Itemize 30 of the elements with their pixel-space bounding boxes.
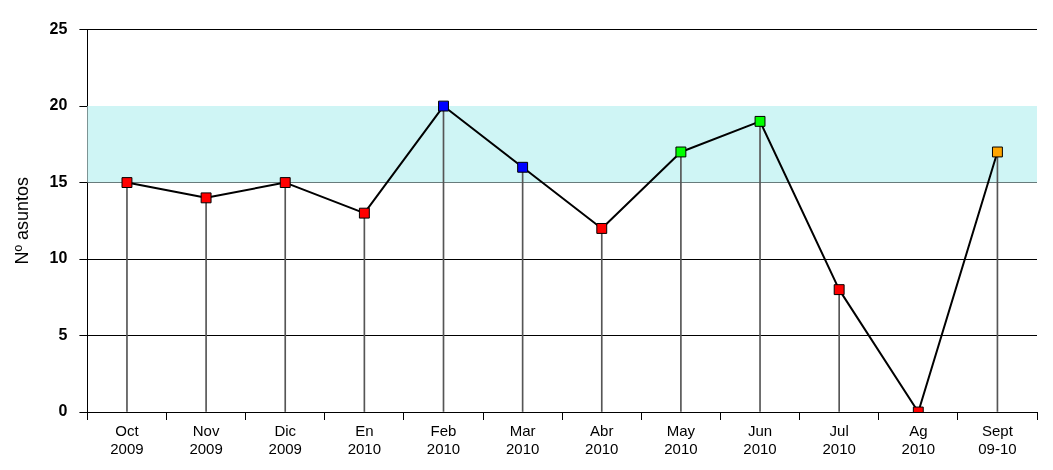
point [833,284,845,296]
y-tick-label: 10 [49,249,68,267]
x-tick-label: Jun 2010 [743,422,777,458]
y-tick-label: 25 [49,20,68,38]
point [991,146,1003,158]
point [121,177,133,189]
y-tick-label: 20 [49,96,68,114]
point [358,207,370,219]
point [279,177,291,189]
x-tick-label: Jul 2010 [822,422,856,458]
x-tick-label: Abr 2010 [585,422,619,458]
y-axis-title: Nº asuntos [11,176,32,265]
x-tick-label: Nov 2009 [189,422,223,458]
point [438,100,449,112]
x-tick-label: Oct 2009 [110,422,144,458]
point [200,192,212,204]
x-tick-label: En 2010 [347,422,382,458]
x-tick-label: Feb 2010 [426,422,461,458]
point [517,161,529,173]
point [596,223,608,234]
x-tick-label: Mar 2010 [505,422,540,458]
y-tick-label: 0 [58,402,68,420]
point [754,115,766,127]
x-tick-label: May 2010 [664,422,698,458]
x-tick-label: Dic 2009 [268,422,302,458]
y-tick-label: 5 [58,325,68,343]
y-tick-label: 15 [49,172,68,190]
x-tick-label: Sept 09-10 [978,422,1017,458]
x-tick-label: Ag 2010 [901,422,935,458]
point [675,146,687,158]
